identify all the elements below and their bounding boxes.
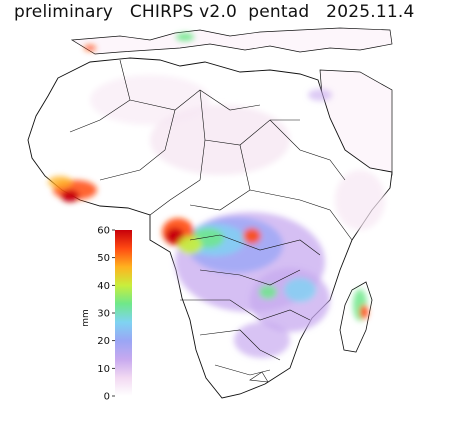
- colorbar-tick-label: 30: [97, 309, 110, 320]
- colorbar-tick-label: 40: [97, 281, 110, 292]
- colorbar: 0 10 20 30 40 50 60 mm: [81, 226, 132, 403]
- country-borders: [69, 59, 353, 383]
- colorbar-tick-label: 20: [97, 336, 110, 347]
- colorbar-ticks: 0 10 20 30 40 50 60: [97, 226, 115, 403]
- colorbar-tick-label: 50: [97, 253, 110, 264]
- rainfall-layer: [48, 33, 385, 358]
- map-title: preliminary CHIRPS v2.0 pentad 2025.11.4: [14, 2, 415, 22]
- land-layer: [27, 27, 393, 399]
- colorbar-unit-label: mm: [81, 309, 91, 327]
- colorbar-gradient: [115, 230, 132, 396]
- colorbar-tick-label: 60: [97, 226, 110, 237]
- colorbar-tick-label: 0: [104, 392, 110, 403]
- colorbar-tick-label: 10: [97, 364, 110, 375]
